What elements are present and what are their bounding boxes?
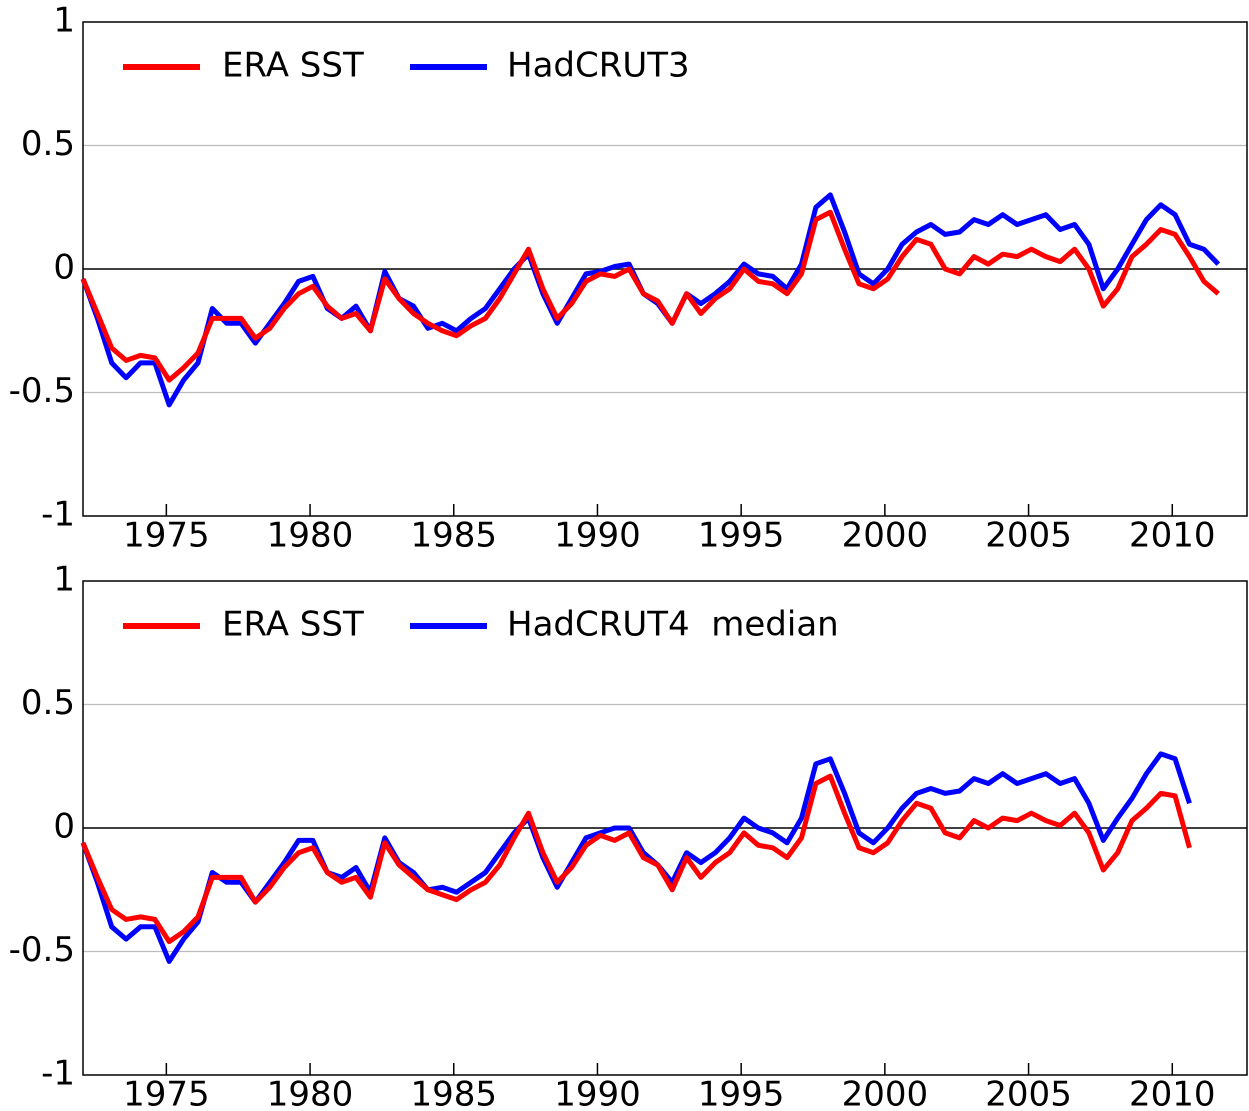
x-tick-label: 1995 [698, 516, 785, 556]
legend-label: HadCRUT4 median [507, 605, 839, 645]
x-tick-label: 1985 [410, 516, 497, 556]
line-series [80, 209, 1220, 383]
legend-label: HadCRUT3 [507, 46, 690, 86]
x-tick-label: 1975 [123, 1075, 210, 1111]
legend-label: ERA SST [222, 46, 364, 86]
y-tick-label: -1 [41, 495, 75, 535]
y-tick-label: 0 [53, 807, 75, 847]
x-tick-label: 2000 [842, 516, 929, 556]
y-tick-label: -0.5 [9, 930, 75, 970]
x-tick-label: 1985 [410, 1075, 497, 1111]
x-tick-label: 1980 [267, 516, 354, 556]
y-tick-label: 1 [53, 1, 75, 41]
x-tick-label: 2010 [1129, 1075, 1216, 1111]
x-tick-label: 1990 [554, 1075, 641, 1111]
y-tick-label: 0.5 [21, 683, 75, 723]
x-tick-label: 2010 [1129, 516, 1216, 556]
x-tick-label: 1990 [554, 516, 641, 556]
y-tick-label: -1 [41, 1054, 75, 1094]
plot-frame [82, 580, 1248, 1076]
x-tick-label: 2005 [985, 1075, 1072, 1111]
y-tick-label: 0 [53, 248, 75, 288]
line-series [80, 773, 1192, 945]
y-tick-label: -0.5 [9, 371, 75, 411]
x-tick-label: 2000 [842, 1075, 929, 1111]
legend-label: ERA SST [222, 605, 364, 645]
x-tick-label: 1975 [123, 516, 210, 556]
x-tick-label: 2005 [985, 516, 1072, 556]
x-tick-label: 1980 [267, 1075, 354, 1111]
x-tick-label: 1995 [698, 1075, 785, 1111]
y-tick-label: 0.5 [21, 124, 75, 164]
plot-frame [82, 21, 1248, 517]
y-tick-label: 1 [53, 560, 75, 600]
line-series [80, 751, 1192, 964]
